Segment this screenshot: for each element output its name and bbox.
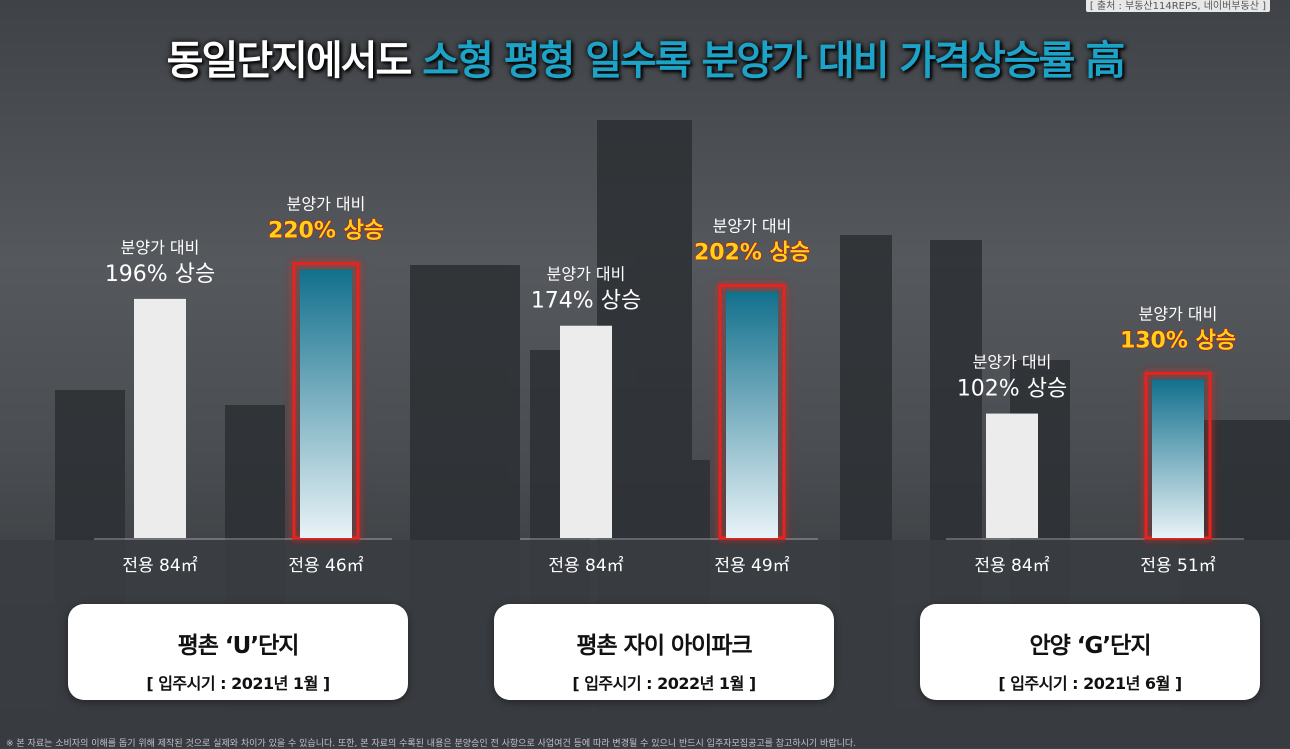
complex-name: 안양 ‘G’단지 — [1029, 633, 1151, 659]
page-title: 동일단지에서도 소형 평형 일수록 분양가 대비 가격상승률 高 — [0, 28, 1290, 86]
category-tick-label: 전용 49㎡ — [714, 556, 789, 576]
bar-label-caption: 분양가 대비 — [121, 238, 200, 257]
bar-normal — [134, 298, 186, 538]
bar-label-caption: 분양가 대비 — [1139, 304, 1218, 323]
move-in-period: [ 입주시기 : 2021년 6월 ] — [998, 674, 1182, 693]
title-part-2: 소형 평형 일수록 분양가 대비 가격상승률 高 — [422, 38, 1125, 84]
bar-label-caption: 분양가 대비 — [973, 353, 1052, 372]
category-tick-label: 전용 46㎡ — [288, 556, 363, 576]
bar-highlight — [300, 269, 352, 538]
complex-card-3: 안양 ‘G’단지 [ 입주시기 : 2021년 6월 ] — [920, 604, 1260, 700]
move-in-period: [ 입주시기 : 2021년 1월 ] — [146, 674, 330, 693]
bar-label-caption: 분양가 대비 — [713, 217, 792, 236]
complex-name: 평촌 자이 아이파크 — [576, 633, 752, 659]
complex-card-1: 평촌 ‘U’단지 [ 입주시기 : 2021년 1월 ] — [68, 604, 408, 700]
bar-value-label: 220% 상승 — [268, 219, 384, 244]
bar-value-label: 202% 상승 — [694, 241, 810, 266]
bar-highlight — [726, 291, 778, 538]
bar-label-caption: 분양가 대비 — [287, 195, 366, 214]
disclaimer-footnote: ※ 본 자료는 소비자의 이해를 돕기 위해 제작된 것으로 실제와 차이가 있… — [6, 739, 857, 749]
bar-highlight — [1152, 379, 1204, 538]
bar-normal — [986, 413, 1038, 538]
bar-value-label: 102% 상승 — [957, 377, 1067, 402]
bar-normal — [560, 325, 612, 538]
category-tick-label: 전용 84㎡ — [548, 556, 623, 576]
category-tick-label: 전용 51㎡ — [1140, 556, 1215, 576]
bar-value-label: 130% 상승 — [1120, 328, 1236, 353]
complex-card-2: 평촌 자이 아이파크 [ 입주시기 : 2022년 1월 ] — [494, 604, 834, 700]
bar-label-caption: 분양가 대비 — [547, 265, 626, 284]
complex-name: 평촌 ‘U’단지 — [177, 633, 300, 659]
move-in-period: [ 입주시기 : 2022년 1월 ] — [572, 674, 756, 693]
category-tick-label: 전용 84㎡ — [122, 556, 197, 576]
source-note: [ 출처 : 부동산114REPS, 네이버부동산 ] — [1085, 0, 1270, 12]
title-part-1: 동일단지에서도 — [166, 38, 423, 84]
category-tick-label: 전용 84㎡ — [974, 556, 1049, 576]
bar-value-label: 174% 상승 — [531, 289, 641, 314]
bar-value-label: 196% 상승 — [105, 262, 215, 287]
